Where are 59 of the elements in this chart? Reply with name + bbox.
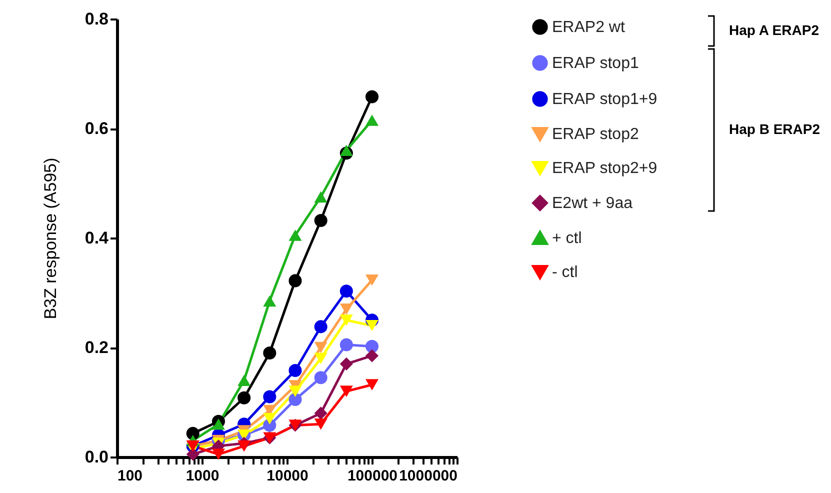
legend-label: ERAP stop1+9 (552, 91, 658, 108)
point (340, 386, 353, 397)
point (365, 114, 379, 126)
point (340, 144, 353, 156)
point (263, 346, 276, 360)
point (314, 342, 328, 354)
point (186, 426, 200, 440)
point (314, 320, 328, 334)
point (238, 440, 251, 452)
point (365, 340, 379, 353)
point (340, 284, 353, 298)
point (212, 448, 226, 460)
legend-label: - ctl (552, 264, 578, 281)
point (288, 230, 302, 241)
point (263, 390, 276, 404)
point (314, 352, 328, 364)
point (365, 379, 379, 390)
legend-label: ERAP stop1 (552, 55, 639, 72)
point (263, 295, 276, 307)
y-tick-label: 0.0 (84, 448, 108, 466)
x-tick-label: 1000000 (399, 468, 458, 484)
x-tick-label: 100000 (347, 468, 398, 484)
point (314, 418, 328, 430)
point (314, 191, 328, 203)
point (314, 371, 328, 384)
point (365, 349, 379, 362)
point (263, 413, 276, 424)
point (288, 364, 302, 377)
point (365, 90, 379, 104)
x-tick-label: 10000 (266, 468, 308, 484)
point (365, 274, 379, 286)
x-tick-label: 100 (118, 468, 143, 484)
point (288, 386, 302, 397)
point (288, 393, 302, 406)
text: Hap B ERAP2 (729, 121, 820, 137)
legend-label: ERAP stop2 (552, 126, 639, 143)
y-tick-label: 0.8 (84, 10, 108, 28)
point (340, 314, 353, 326)
point (314, 406, 328, 420)
legend-label: ERAP stop2+9 (552, 160, 658, 177)
x-tick-label: 1000 (186, 468, 220, 484)
point (314, 214, 328, 227)
y-tick-label: 0.6 (84, 119, 108, 138)
point (212, 418, 226, 430)
legend-label: ERAP2 wt (552, 19, 626, 36)
point (288, 274, 302, 288)
y-tick-label: 0.4 (84, 228, 110, 248)
text: Hap A ERAP2 (729, 22, 820, 38)
legend-label: E2wt + 9aa (552, 195, 633, 212)
y-axis-title: B3Z response (A595) (40, 158, 60, 320)
point (340, 304, 353, 315)
point (186, 448, 200, 461)
point (238, 374, 251, 386)
y-tick-label: 0.2 (84, 338, 108, 357)
point (340, 357, 353, 370)
legend-label: + ctl (552, 230, 582, 247)
point (365, 320, 379, 332)
point (340, 338, 353, 352)
point (238, 391, 251, 404)
